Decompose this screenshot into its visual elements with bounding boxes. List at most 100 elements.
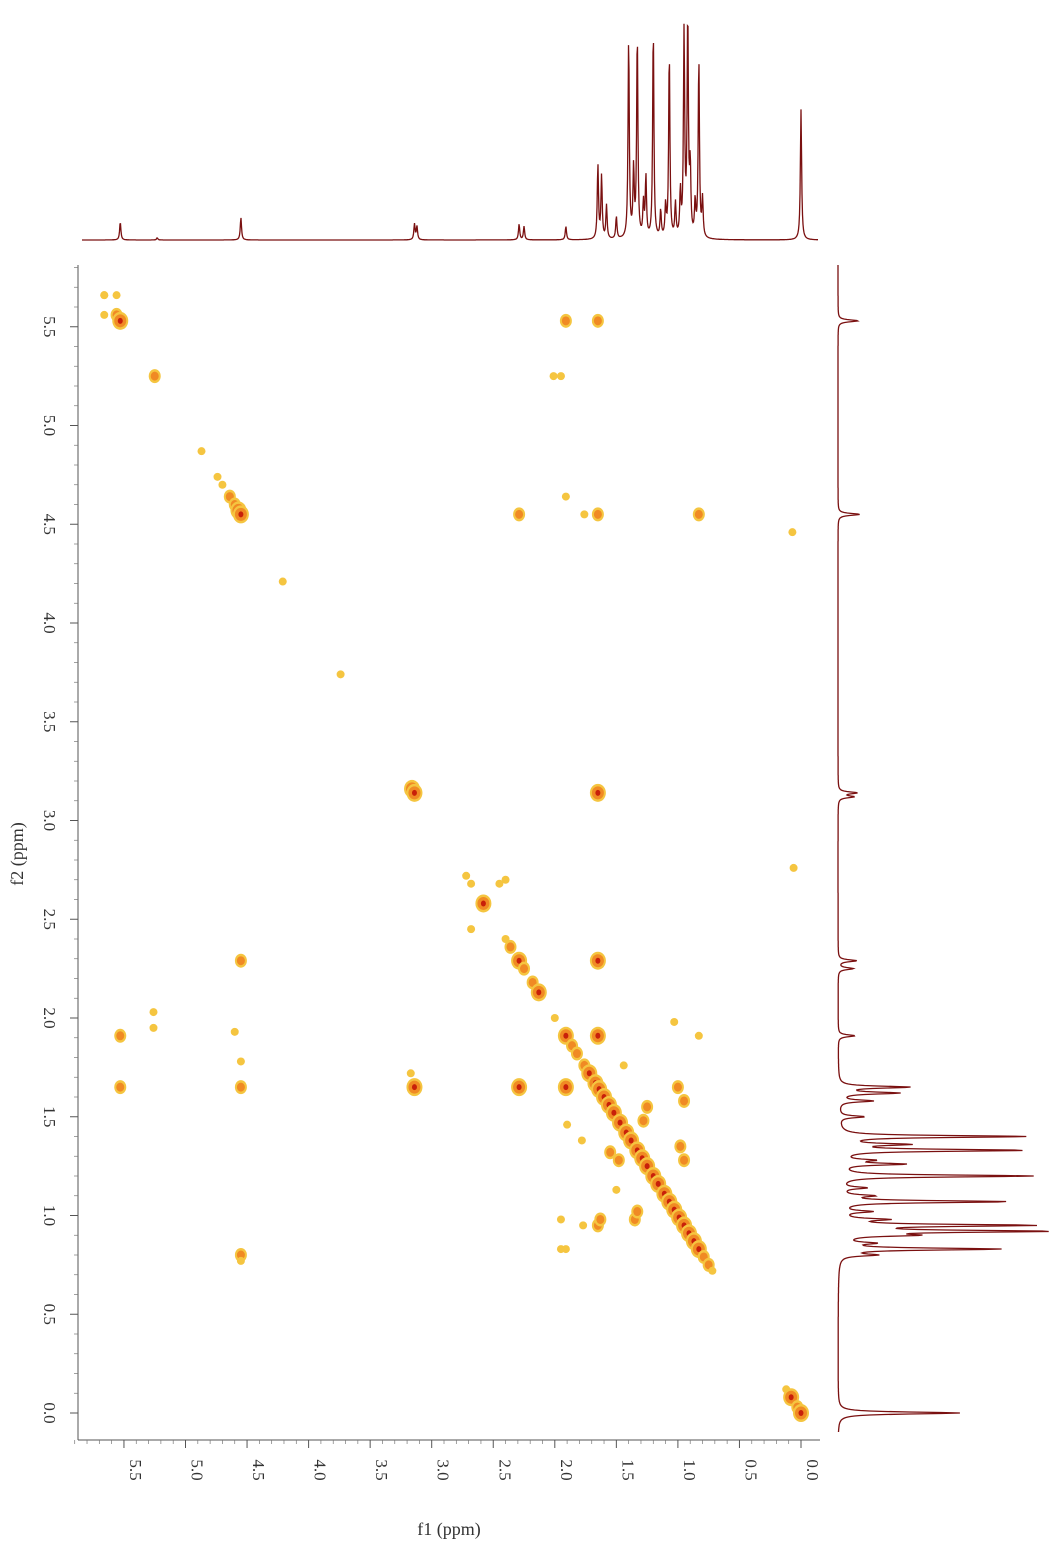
diagonal-peak-center	[611, 1109, 617, 1116]
f1-projection-trace	[82, 23, 818, 241]
diagonal-peak-center	[117, 317, 123, 324]
y-tick-label: 2.0	[40, 1007, 59, 1028]
cross-peak	[577, 1136, 586, 1145]
y-tick-label: 5.5	[40, 316, 59, 337]
plot-axes	[77, 265, 820, 1441]
diagonal-peak	[100, 291, 109, 300]
cross-peak	[467, 925, 476, 934]
cross-peak-core	[676, 1141, 685, 1151]
cross-peak-core	[236, 1082, 245, 1092]
cross-peak-center	[595, 957, 601, 964]
diagonal-peak	[197, 447, 206, 456]
diagonal-peak-core	[150, 371, 159, 381]
x-tick-label: 1.0	[680, 1459, 699, 1480]
peak-field	[100, 291, 809, 1422]
y-tick-label: 5.0	[40, 415, 59, 436]
cross-peak	[561, 492, 570, 501]
cross-peak-core	[639, 1116, 648, 1126]
cross-peak	[149, 1023, 158, 1032]
diagonal-peak-center	[628, 1137, 634, 1144]
y-tick-label: 3.5	[40, 711, 59, 732]
diagonal-peak-center	[238, 511, 244, 518]
diagonal-peak	[467, 879, 476, 888]
diagonal-peak-center	[586, 1070, 592, 1077]
cross-peak	[495, 879, 504, 888]
cross-peak-core	[236, 1250, 245, 1260]
cross-peak-core	[593, 316, 602, 326]
diagonal-peak-center	[644, 1163, 650, 1170]
diagonal-peak	[213, 472, 222, 481]
x-axis-title: f1 (ppm)	[417, 1519, 480, 1540]
y-tick-label: 1.0	[40, 1205, 59, 1226]
cross-peak-core	[643, 1102, 652, 1112]
cross-peak	[100, 310, 109, 319]
cross-peak-core	[680, 1155, 689, 1165]
cross-peak-core	[680, 1096, 689, 1106]
diagonal-peak	[550, 1014, 559, 1022]
cross-peak-core	[596, 1214, 605, 1224]
cross-peak-core	[116, 1082, 125, 1092]
cross-peak	[501, 875, 510, 884]
cross-peak	[619, 1061, 628, 1070]
y-tick-label: 0.5	[40, 1304, 59, 1325]
cross-peak	[580, 510, 589, 519]
cross-peak	[670, 1017, 679, 1026]
cross-peak-core	[606, 1147, 615, 1157]
diagonal-peak-center	[696, 1246, 702, 1253]
diagonal-peak-core	[704, 1260, 713, 1270]
cross-peak-core	[561, 316, 570, 326]
x-tick-label: 4.0	[311, 1459, 330, 1480]
y-axis-title: f2 (ppm)	[7, 822, 28, 885]
diagonal-peak	[278, 577, 287, 586]
diagonal-peak-center	[798, 1410, 804, 1416]
y-tick-label: 3.0	[40, 810, 59, 831]
cross-peak	[556, 1245, 565, 1254]
diagonal-peak-center	[411, 789, 417, 796]
cross-peak	[788, 528, 797, 537]
y-tick-label: 2.5	[40, 909, 59, 930]
x-tick-label: 1.5	[618, 1459, 637, 1480]
cross-peak	[149, 1008, 158, 1017]
cross-peak	[563, 1120, 572, 1129]
f2-projection-spectrum	[837, 265, 1049, 1432]
f2-projection-trace	[837, 265, 1049, 1432]
x-tick-label: 5.0	[188, 1459, 207, 1480]
x-tick-label: 0.0	[803, 1459, 822, 1480]
cross-peak	[789, 863, 798, 872]
cross-peak	[579, 1221, 588, 1230]
cross-peak	[556, 1215, 565, 1224]
y-tick-label: 4.0	[40, 612, 59, 633]
x-tick-label: 5.5	[126, 1459, 145, 1480]
cross-peak-center	[516, 1084, 522, 1091]
x-tick-label: 2.5	[495, 1459, 514, 1480]
cross-peak-core	[633, 1207, 642, 1217]
cross-peak	[549, 372, 558, 381]
x-tick-label: 4.5	[249, 1459, 268, 1480]
x-tick-label: 2.0	[557, 1459, 576, 1480]
diagonal-peak	[462, 871, 471, 880]
y-tick-label: 4.5	[40, 514, 59, 535]
diagonal-peak-core	[572, 1049, 581, 1059]
cross-peak-center	[595, 1032, 601, 1039]
cross-peak-core	[515, 509, 524, 519]
x-tick-label: 3.5	[372, 1459, 391, 1480]
cross-peak-center	[563, 1084, 569, 1091]
cross-peak-center	[411, 1084, 417, 1091]
cross-peak	[694, 1031, 703, 1040]
diagonal-peak-core	[520, 964, 529, 974]
x-tick-label: 3.0	[434, 1459, 453, 1480]
x-axis-ticks: 5.5 5.0 4.5 4.0 3.5 3.0 2.5 2.0 1.5 1.0 0.5 0.0	[74, 1440, 822, 1481]
cross-peak-core	[673, 1082, 682, 1092]
cross-peak	[556, 372, 565, 381]
diagonal-peak-center	[516, 957, 522, 964]
cross-peak-center	[595, 789, 601, 796]
cross-peak-core	[236, 956, 245, 966]
diagonal-peak-center	[617, 1119, 623, 1126]
cross-peak	[236, 1256, 245, 1265]
cross-peak	[612, 1185, 621, 1194]
cross-peak	[406, 1069, 415, 1078]
cross-peak	[230, 1027, 239, 1036]
diagonal-peak	[336, 670, 345, 679]
diagonal-peak	[708, 1266, 717, 1275]
